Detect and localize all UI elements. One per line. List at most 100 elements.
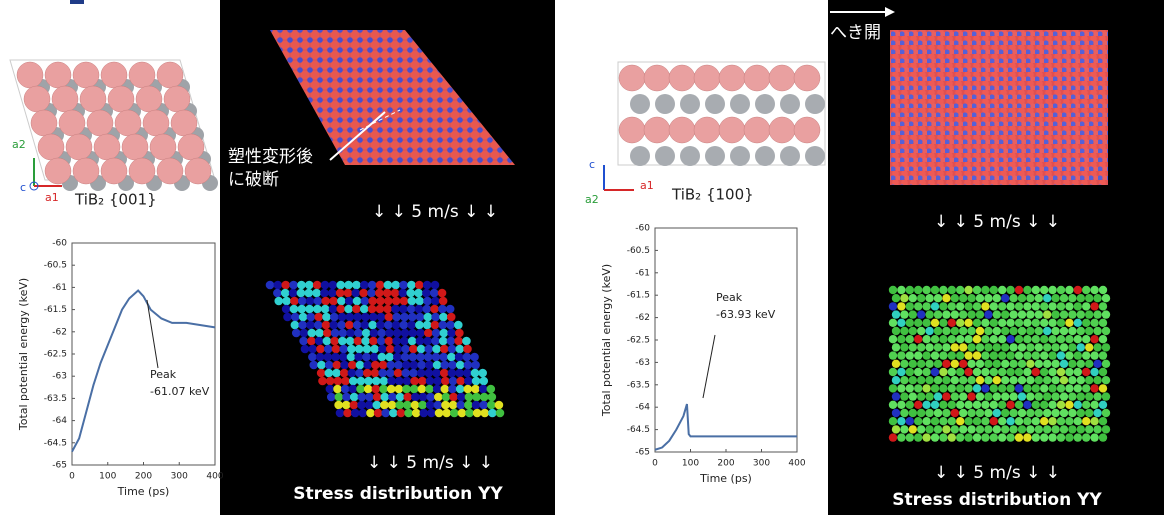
x-tick-label: 400	[206, 472, 223, 482]
atom-stress	[922, 368, 930, 376]
atom-stress	[981, 335, 989, 343]
atom-stress	[956, 302, 964, 310]
atom-stress	[906, 401, 914, 409]
y-tick-label: -64.5	[627, 425, 650, 435]
atom-stress	[897, 351, 905, 359]
atom-stress	[406, 289, 415, 298]
atom-stress	[964, 417, 972, 425]
atom-stress	[355, 345, 364, 354]
atom-stress	[900, 310, 908, 318]
atom-stress	[917, 294, 925, 302]
atom-stress	[336, 289, 345, 298]
atom-stress	[1026, 376, 1034, 384]
atom-stress	[900, 360, 908, 368]
atom-stress	[1102, 294, 1110, 302]
x-tick-label: 300	[171, 472, 188, 482]
atom-stress	[922, 302, 930, 310]
y-axis-label: Total potential energy (keV)	[17, 278, 30, 431]
atom-stress	[378, 369, 387, 378]
atom-stress	[981, 417, 989, 425]
atom-stress	[1018, 327, 1026, 335]
atom-stress	[934, 310, 942, 318]
atom-stress	[356, 385, 365, 394]
atom-stress	[964, 286, 972, 294]
atom-stress	[917, 392, 925, 400]
atom-stress	[1102, 360, 1110, 368]
atom-stress	[1099, 401, 1107, 409]
atom-stress	[439, 353, 448, 362]
atom-stress	[998, 286, 1006, 294]
atom-stress	[306, 297, 315, 306]
atom-stress	[322, 313, 331, 322]
atom-stress	[976, 343, 984, 351]
axis-name: a1	[640, 179, 654, 192]
atom-stress	[465, 393, 474, 402]
atom-stress	[440, 329, 449, 338]
atom-stress	[1018, 360, 1026, 368]
atom-stress	[948, 302, 956, 310]
atom-stress	[951, 327, 959, 335]
caption: Stress distribution YY	[293, 484, 503, 504]
atom-stress	[454, 337, 463, 346]
atom-stress	[897, 433, 905, 441]
atom-stress	[1077, 425, 1085, 433]
atom-stress	[993, 343, 1001, 351]
atom-stress	[984, 360, 992, 368]
atom-b	[619, 65, 645, 91]
atom-stress	[357, 377, 366, 386]
atom-stress	[1048, 351, 1056, 359]
atom-stress	[329, 305, 338, 314]
atom-stress	[1102, 327, 1110, 335]
atom-stress	[289, 281, 298, 290]
annotation: Peak	[716, 291, 743, 304]
plot-frame	[72, 243, 215, 465]
atom-stress	[981, 433, 989, 441]
atom-stress	[335, 393, 344, 402]
atom-stress	[1032, 302, 1040, 310]
atom-stress	[1057, 286, 1065, 294]
atom-stress	[1057, 433, 1065, 441]
atom-stress	[415, 297, 424, 306]
atom-stress	[394, 369, 403, 378]
atom-stress	[931, 319, 939, 327]
atom-stress	[959, 327, 967, 335]
atom-stress	[471, 385, 480, 394]
atom-stress	[347, 353, 356, 362]
atom-stress	[392, 321, 401, 330]
atom-stress	[417, 345, 426, 354]
atom-stress	[1040, 286, 1048, 294]
atom-stress	[417, 369, 426, 378]
atom-stress	[1035, 360, 1043, 368]
atom-stress	[964, 319, 972, 327]
atom-stress	[956, 335, 964, 343]
atom-stress	[322, 321, 331, 330]
atom-stress	[300, 329, 309, 338]
atom-stress	[480, 393, 489, 402]
atom-ti	[805, 94, 825, 114]
atom-stress	[1040, 302, 1048, 310]
atom-stress	[446, 321, 455, 330]
atom-stress	[363, 369, 372, 378]
atom-ti	[705, 146, 725, 166]
atom-stress	[1023, 351, 1031, 359]
atom-stress	[424, 313, 433, 322]
atom-stress	[1026, 294, 1034, 302]
axis-name: a2	[585, 193, 599, 206]
atom-stress	[1040, 335, 1048, 343]
atom-stress	[317, 361, 326, 370]
atom-stress	[362, 329, 371, 338]
atom-stress	[998, 351, 1006, 359]
atom-stress	[1060, 409, 1068, 417]
atom-stress	[1077, 327, 1085, 335]
atom-stress	[934, 425, 942, 433]
atom-stress	[976, 294, 984, 302]
atom-stress	[1043, 294, 1051, 302]
atom-stress	[1051, 360, 1059, 368]
atom-stress	[273, 289, 282, 298]
atom-stress	[1068, 360, 1076, 368]
y-tick-label: -63.5	[627, 380, 650, 390]
atom-stress	[1023, 384, 1031, 392]
atom-stress	[440, 361, 449, 370]
atom-stress	[964, 433, 972, 441]
atom-stress	[1048, 417, 1056, 425]
